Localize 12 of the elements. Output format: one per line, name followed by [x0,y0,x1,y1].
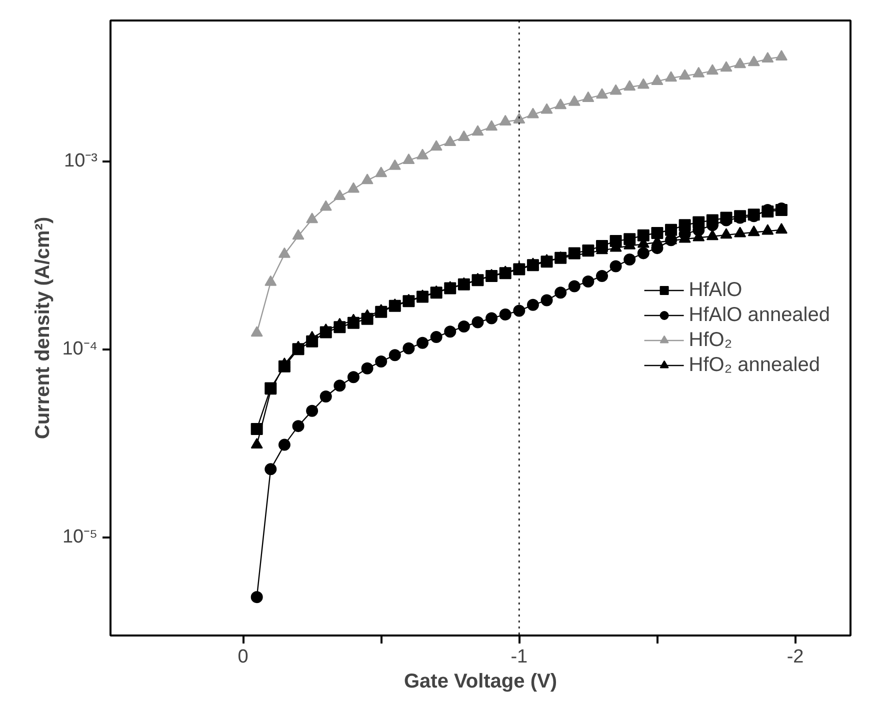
x-tick-label: -2 [786,646,804,668]
y-tick-label: 10⁻³ [64,150,98,172]
y-tick-label: 10⁻⁴ [62,338,98,360]
y-axis-title: Current density (A/cm²) [32,216,54,440]
legend-label: HfO₂ [688,328,732,352]
legend-label: HfO₂ annealed [688,354,820,376]
x-tick-label: -1 [510,646,528,668]
x-axis-title: Gate Voltage (V) [404,670,558,692]
legend-label: HfAlO [688,278,742,302]
x-tick-label: 0 [238,646,248,668]
legend-label: HfAlO annealed [688,304,830,326]
y-tick-label: 10⁻⁵ [62,526,98,548]
